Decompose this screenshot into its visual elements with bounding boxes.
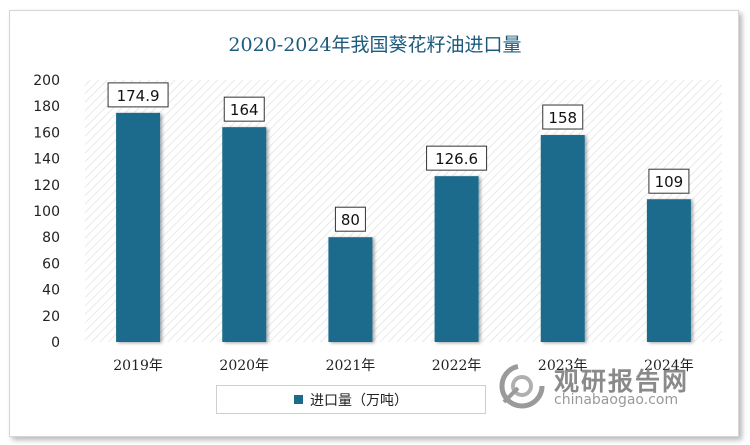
y-tick-label: 120 bbox=[33, 178, 60, 194]
x-tick-label: 2020年 bbox=[219, 358, 269, 374]
y-tick-label: 40 bbox=[42, 283, 60, 299]
watermark-url: chinabaogao.com bbox=[554, 392, 679, 408]
y-tick-label: 100 bbox=[33, 204, 60, 220]
data-label-box bbox=[542, 104, 584, 130]
legend-swatch bbox=[294, 395, 303, 404]
bar bbox=[646, 199, 691, 342]
bar bbox=[328, 237, 373, 342]
data-label-box bbox=[223, 96, 265, 122]
y-tick-label: 140 bbox=[33, 152, 60, 168]
watermark-logo-icon bbox=[499, 363, 545, 409]
watermark: 观研报告网 chinabaogao.com bbox=[498, 360, 708, 412]
data-label: 158 bbox=[548, 109, 577, 127]
y-tick-label: 200 bbox=[33, 73, 60, 89]
x-tick-label: 2023年 bbox=[538, 358, 588, 374]
data-label-box bbox=[334, 206, 366, 232]
y-tick-label: 20 bbox=[42, 309, 60, 325]
y-tick-label: 180 bbox=[33, 99, 60, 115]
y-tick-label: 60 bbox=[42, 256, 60, 272]
x-tick-label: 2019年 bbox=[113, 358, 163, 374]
data-label: 174.9 bbox=[117, 87, 160, 105]
y-tick-label: 0 bbox=[51, 335, 60, 351]
data-label: 126.6 bbox=[435, 150, 478, 168]
watermark-name: 观研报告网 bbox=[554, 367, 690, 396]
plot-area bbox=[85, 80, 722, 342]
data-label-box bbox=[107, 82, 169, 108]
chart-title: 2020-2024年我国葵花籽油进口量 bbox=[228, 34, 522, 56]
bar bbox=[222, 127, 267, 342]
legend-label: 进口量（万吨） bbox=[310, 392, 408, 409]
data-label-box bbox=[426, 145, 488, 171]
data-label: 164 bbox=[230, 101, 259, 119]
data-label-box bbox=[648, 168, 690, 194]
x-tick-label: 2022年 bbox=[432, 358, 482, 374]
bar bbox=[540, 135, 585, 342]
data-label: 109 bbox=[655, 173, 684, 191]
x-tick-label: 2021年 bbox=[326, 358, 376, 374]
legend: 进口量（万吨） bbox=[216, 385, 486, 414]
data-label: 80 bbox=[341, 211, 360, 229]
bar bbox=[116, 112, 161, 342]
y-tick-label: 160 bbox=[33, 125, 60, 141]
x-tick-label: 2024年 bbox=[644, 358, 694, 374]
y-tick-label: 80 bbox=[42, 230, 60, 246]
bar bbox=[434, 176, 479, 342]
